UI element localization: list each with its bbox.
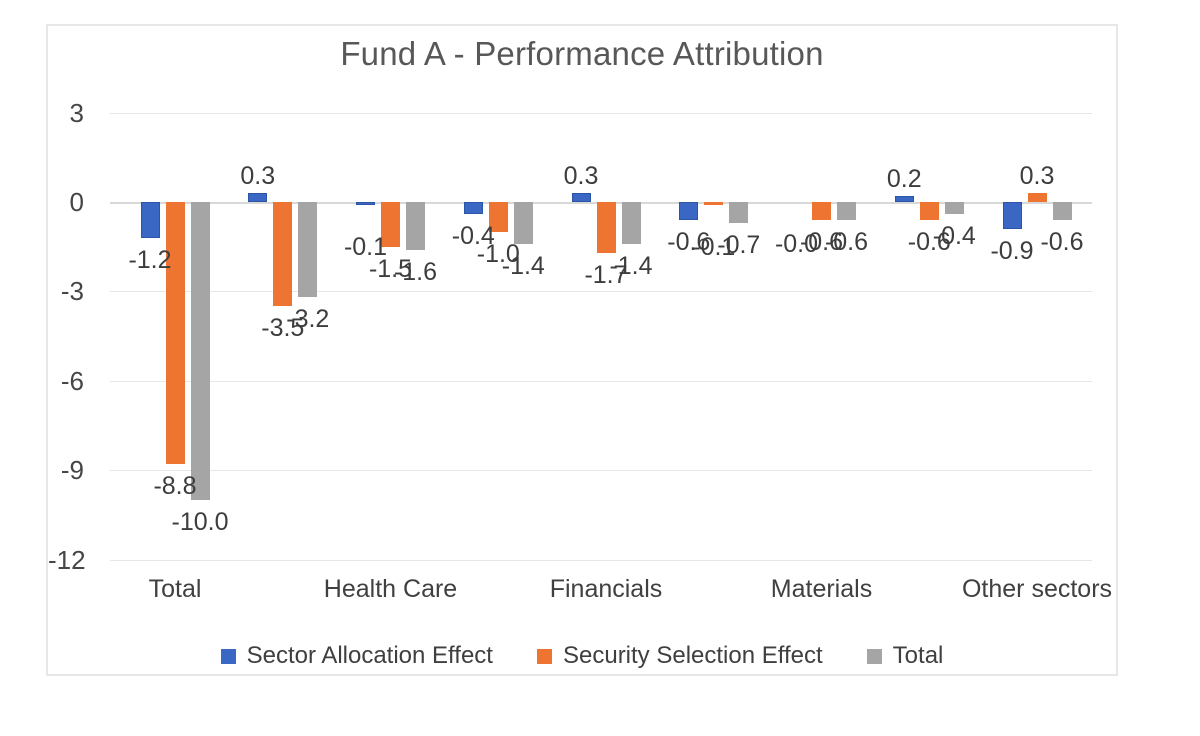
bar-value-label: -1.2 (128, 245, 172, 274)
bar-value-label: 0.3 (240, 162, 276, 191)
bar-value-label: -3.5 (261, 314, 305, 343)
x-axis-labels: Total Health Care Financials Materials Other… (48, 26, 1116, 674)
bar-value-label: -8.8 (153, 472, 197, 501)
gridline (110, 380, 1092, 382)
bar-series2-group5 (596, 202, 616, 253)
x-axis-category-label: Other sectors (961, 575, 1113, 603)
bar-value-label: 0.3 (1019, 162, 1055, 191)
gridline (110, 291, 1092, 293)
bar-value-label: -10.0 (171, 508, 229, 536)
bar-series2-group8 (919, 202, 939, 220)
bar-value-label: 0.3 (563, 162, 599, 191)
bar-value-label: -0.4 (932, 221, 976, 250)
bar-series2-group7 (812, 202, 831, 220)
legend-label: Security Selection Effect (562, 642, 823, 669)
y-axis-tick-label: -3 (60, 276, 84, 307)
legend-swatch-icon (866, 648, 882, 664)
bar-series3-group9 (1052, 202, 1072, 220)
bar-series2-group4 (488, 202, 508, 232)
bar-series3-group4 (513, 202, 533, 244)
bar-value-label: -0.6 (1040, 227, 1084, 256)
legend-swatch-icon (536, 648, 552, 664)
bar-value-label: -1.0 (476, 239, 520, 268)
y-axis-labels: 3 0 -3 -6 -9 -12 (48, 26, 1116, 674)
bar-value-label: -0.1 (343, 233, 388, 261)
bar-value-label: -0.1 (692, 233, 736, 261)
bar-value-label: -0.7 (717, 230, 761, 259)
value-labels-layer: -1.2 0.3 -0.1 -0.4 0.3 -0.6 -0.0 0.2 -0.9 -8.8 -3.… (48, 26, 1116, 674)
y-axis-tick-label: -12 (48, 544, 86, 575)
bar-value-label: -0.9 (990, 236, 1034, 265)
bar-series1-group6 (679, 202, 699, 220)
bar-series2-group9 (1027, 193, 1047, 202)
bar-series3-group8 (944, 202, 964, 214)
bar-series2-group2 (273, 202, 293, 307)
chart-title: Fund A - Performance Attribution (340, 35, 824, 72)
bar-value-label: -0.0 (774, 230, 819, 258)
bar-series1-group3 (356, 202, 375, 205)
chart-card: Fund A - Performance Attribution 3 0 -3 -6 -… (46, 24, 1118, 676)
bar-series3-group3 (406, 202, 425, 250)
bar-value-label: -1.5 (368, 254, 413, 283)
gridline (110, 112, 1092, 114)
y-axis-tick-label: 0 (69, 187, 84, 217)
x-axis-category-label: Financials (549, 575, 663, 603)
bar-series1-group5 (571, 193, 591, 202)
legend-item-3: Total (866, 642, 944, 670)
gridline (110, 559, 1092, 561)
bar-series1-group1 (140, 202, 160, 238)
bar-series2-group3 (381, 202, 400, 247)
bar-value-label: -1.4 (501, 251, 545, 280)
x-axis-category-label: Materials (770, 575, 873, 603)
bar-value-label: -1.7 (584, 260, 628, 289)
bar-series1-group8 (894, 196, 914, 202)
x-axis-category-label: Total (148, 575, 202, 603)
bar-value-label: -0.6 (824, 227, 869, 256)
bar-value-label: -0.4 (451, 221, 495, 250)
legend-swatch-icon (220, 648, 236, 664)
x-axis-category-label: Health Care (323, 575, 458, 603)
legend-label: Sector Allocation Effect (246, 642, 493, 669)
bar-series3-group5 (621, 202, 641, 244)
bar-series2-group1 (165, 202, 185, 465)
bar-series1-group9 (1002, 202, 1022, 229)
bar-value-label: -1.4 (609, 251, 653, 280)
bar-value-label: -0.6 (907, 227, 951, 256)
bar-series1-group4 (463, 202, 483, 214)
bar-series1-group2 (248, 193, 268, 202)
bar-value-label: -0.6 (667, 227, 711, 256)
bar-value-label: -1.6 (393, 257, 438, 286)
bar-series3-group1 (190, 202, 210, 500)
legend-item-2: Security Selection Effect (536, 642, 823, 670)
gridline (110, 470, 1092, 472)
bar-value-label: 0.2 (886, 165, 922, 193)
bar-series2-group6 (704, 202, 724, 205)
bar-value-label: -3.2 (286, 305, 330, 334)
bar-series3-group2 (298, 202, 318, 298)
y-axis-tick-label: 3 (69, 97, 84, 128)
bar-series3-group6 (729, 202, 749, 223)
bar-value-label: -0.6 (799, 227, 844, 256)
legend-label: Total (892, 642, 944, 669)
legend-item-1: Sector Allocation Effect (220, 642, 493, 670)
bar-series3-group7 (837, 202, 856, 220)
y-axis-tick-label: -9 (60, 455, 84, 486)
bars-layer (48, 26, 1116, 674)
y-axis-tick-label: -6 (60, 365, 84, 396)
chart-legend: Sector Allocation Effect Security Selecti… (48, 642, 1116, 670)
